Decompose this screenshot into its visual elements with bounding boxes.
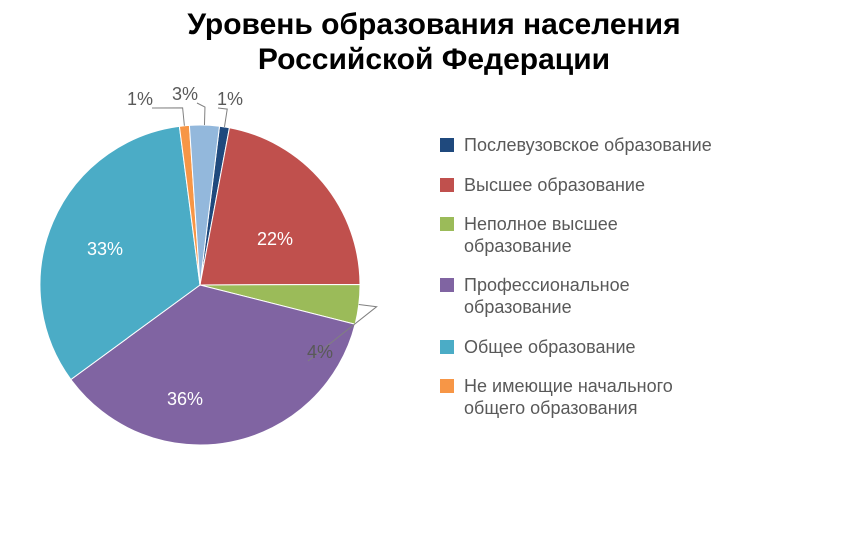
slice-label: 4% (307, 342, 333, 362)
pie-chart: 1% 22% 4% 36% 33% 1% 3% (0, 55, 430, 520)
slice-label: 33% (87, 239, 123, 259)
leader-line (218, 108, 227, 127)
legend: Послевузовское образование Высшее образов… (440, 135, 712, 437)
legend-swatch (440, 340, 454, 354)
legend-item: Высшее образование (440, 175, 712, 197)
legend-label: Не имеющие начальногообщего образования (464, 376, 673, 419)
slice-label: 36% (167, 389, 203, 409)
leader-line (197, 103, 205, 125)
legend-label: Неполное высшееобразование (464, 214, 618, 257)
chart-title-line1: Уровень образования населения (187, 8, 680, 41)
slice-label: 22% (257, 229, 293, 249)
leader-line (152, 108, 184, 126)
slice-label: 1% (217, 89, 243, 109)
legend-swatch (440, 178, 454, 192)
legend-item: Общее образование (440, 337, 712, 359)
legend-swatch (440, 278, 454, 292)
legend-item: Послевузовское образование (440, 135, 712, 157)
pie-svg: 1% 22% 4% 36% 33% 1% 3% (0, 55, 430, 515)
legend-swatch (440, 379, 454, 393)
legend-label: Общее образование (464, 337, 636, 359)
legend-swatch (440, 138, 454, 152)
slice-label: 3% (172, 84, 198, 104)
slice-label: 1% (127, 89, 153, 109)
legend-item: Неполное высшееобразование (440, 214, 712, 257)
legend-item: Не имеющие начальногообщего образования (440, 376, 712, 419)
legend-label: Профессиональноеобразование (464, 275, 630, 318)
legend-swatch (440, 217, 454, 231)
legend-label: Высшее образование (464, 175, 645, 197)
legend-label: Послевузовское образование (464, 135, 712, 157)
legend-item: Профессиональноеобразование (440, 275, 712, 318)
